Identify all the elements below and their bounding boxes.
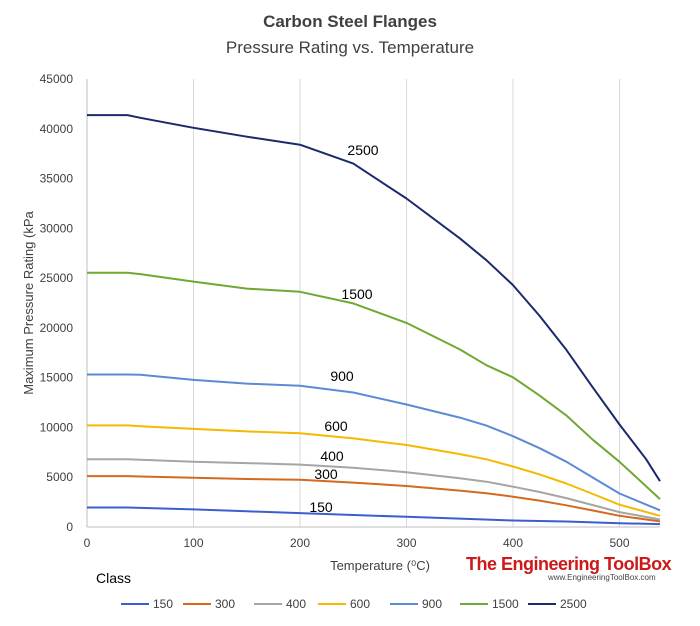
series-label-900: 900 xyxy=(330,368,354,384)
engineering-toolbox-logo: The Engineering ToolBox www.EngineeringT… xyxy=(466,554,672,582)
series-label-1500: 1500 xyxy=(341,286,372,302)
x-tick-labels: 0 100 200 300 400 500 xyxy=(84,536,630,550)
series-line-2500 xyxy=(87,114,661,482)
series-label-600: 600 xyxy=(324,418,348,434)
brand-url: www.EngineeringToolBox.com xyxy=(548,573,656,582)
x-tick-label-200: 200 xyxy=(290,536,310,550)
legend-label-2500: 2500 xyxy=(560,597,587,611)
chart-subtitle: Pressure Rating vs. Temperature xyxy=(226,38,474,57)
brand-name: The Engineering ToolBox xyxy=(466,554,672,574)
series-line-1500 xyxy=(87,271,661,500)
series-line-150 xyxy=(87,506,661,526)
x-tick-label-100: 100 xyxy=(183,536,203,550)
legend-title: Class xyxy=(96,570,132,586)
series-line-900 xyxy=(87,373,661,512)
series-line-600 xyxy=(87,424,661,517)
x-axis-label: Temperature (⁰C) xyxy=(330,558,430,573)
chart-title: Carbon Steel Flanges xyxy=(263,12,437,31)
series-label-2500: 2500 xyxy=(347,142,378,158)
grid-lines xyxy=(193,79,621,527)
x-tick-label-300: 300 xyxy=(397,536,417,550)
legend-label-1500: 1500 xyxy=(492,597,519,611)
y-tick-label-10000: 10000 xyxy=(40,420,74,434)
legend-label-300: 300 xyxy=(215,597,235,611)
series-labels: 150 300 400 600 900 1500 2500 xyxy=(309,142,378,515)
legend-label-150: 150 xyxy=(153,597,173,611)
y-tick-label-25000: 25000 xyxy=(40,271,74,285)
series-line-300 xyxy=(87,475,661,523)
x-tick-label-0: 0 xyxy=(84,536,91,550)
x-tick-label-400: 400 xyxy=(503,536,523,550)
axes xyxy=(86,79,660,528)
y-tick-label-40000: 40000 xyxy=(40,122,74,136)
series-lines xyxy=(87,114,661,526)
legend-label-400: 400 xyxy=(286,597,306,611)
y-tick-label-0: 0 xyxy=(66,520,73,534)
legend-label-900: 900 xyxy=(422,597,442,611)
y-axis-label: Maximum Pressure Rating (kPa xyxy=(21,210,36,394)
series-label-300: 300 xyxy=(314,466,338,482)
series-label-400: 400 xyxy=(320,448,344,464)
y-tick-label-35000: 35000 xyxy=(40,172,74,186)
series-line-400 xyxy=(87,458,661,521)
y-tick-label-30000: 30000 xyxy=(40,221,74,235)
y-tick-labels: 0 5000 10000 15000 20000 25000 30000 35000 40000… xyxy=(40,72,74,534)
x-tick-label-500: 500 xyxy=(610,536,630,550)
y-tick-label-45000: 45000 xyxy=(40,72,74,86)
y-tick-label-15000: 15000 xyxy=(40,371,74,385)
y-tick-label-20000: 20000 xyxy=(40,321,74,335)
y-tick-label-5000: 5000 xyxy=(46,470,73,484)
legend-label-600: 600 xyxy=(350,597,370,611)
legend: 150 300 400 600 900 1500 2500 xyxy=(121,597,587,611)
series-label-150: 150 xyxy=(309,499,333,515)
